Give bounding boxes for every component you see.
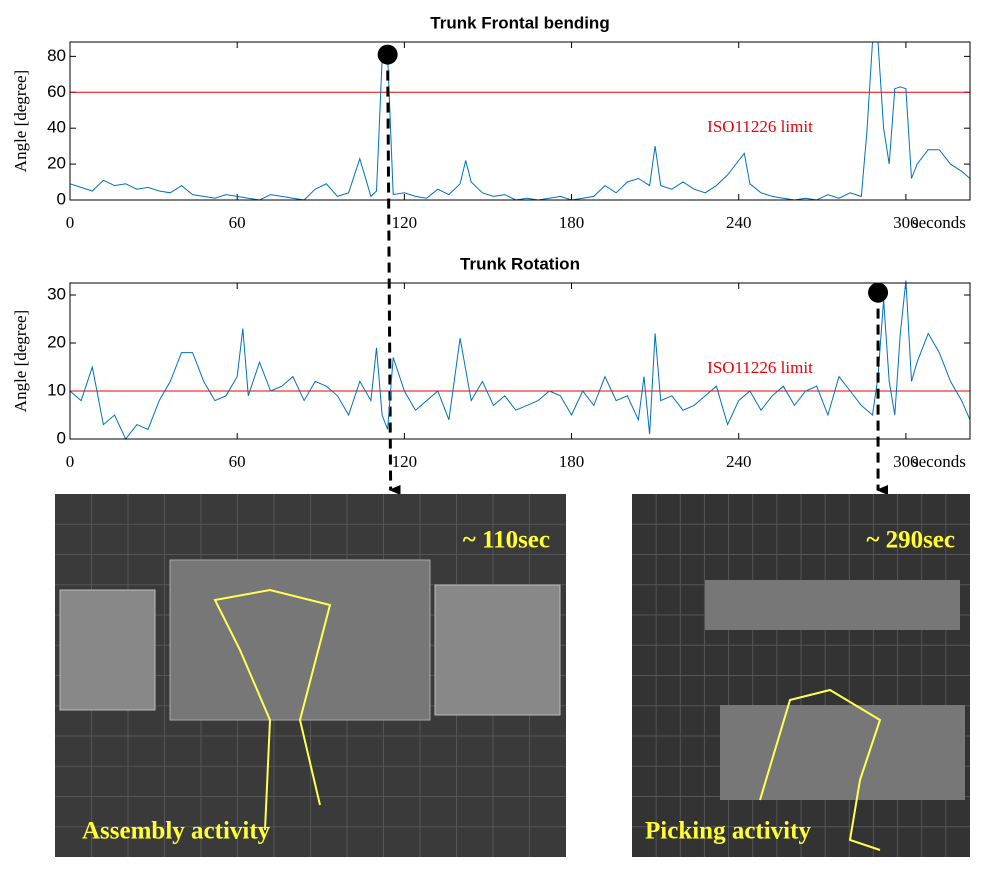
y-axis-label: Angle [degree] (11, 310, 30, 412)
x-tick-label: 120 (392, 452, 418, 471)
x-tick-label: 180 (559, 213, 585, 232)
skeleton (213, 588, 332, 831)
pointer-arrow (386, 54, 401, 495)
x-tick-label: 0 (66, 213, 75, 232)
y-tick-label: 80 (47, 46, 66, 65)
panels: ~ 110sec Assembly activity ~ 290sec Pick… (55, 494, 970, 857)
data-line (69, 41, 971, 201)
x-tick-label: 180 (559, 452, 585, 471)
panel-time: ~ 110sec (463, 527, 550, 554)
x-tick-label: 0 (66, 452, 75, 471)
y-tick-label: 40 (47, 118, 66, 137)
conveyor (59, 589, 156, 711)
y-tick-label: 0 (57, 428, 66, 447)
x-tick-label: 300 (893, 452, 919, 471)
x-tick-label: 300 (893, 213, 919, 232)
scene-decor (55, 494, 970, 857)
shelf (705, 580, 960, 630)
plot-frame (69, 282, 971, 440)
plot-frame (69, 41, 971, 201)
y-axis-label: Angle [degree] (11, 70, 30, 172)
y-tick-label: 10 (47, 380, 66, 399)
x-tick-label: 240 (726, 452, 752, 471)
y-tick-label: 20 (47, 332, 66, 351)
y-tick-label: 20 (47, 154, 66, 173)
conveyor (434, 584, 561, 716)
x-tick-label: 240 (726, 213, 752, 232)
y-tick-label: 0 (57, 189, 66, 208)
x-tick-label: 60 (229, 213, 246, 232)
y-tick-label: 60 (47, 82, 66, 101)
skeleton (759, 688, 882, 851)
x-axis-label: seconds (912, 452, 966, 471)
chart-title: Trunk Frontal bending (430, 13, 609, 32)
data-line (69, 280, 971, 440)
highlight-point (868, 282, 889, 303)
machine (169, 559, 431, 721)
y-tick-label: 30 (47, 284, 66, 303)
threshold-label: ISO11226 limit (707, 358, 813, 377)
highlight-point (377, 44, 398, 65)
threshold-label: ISO11226 limit (707, 117, 813, 136)
x-axis-label: seconds (912, 213, 966, 232)
panel-time: ~ 290sec (866, 527, 955, 554)
x-tick-label: 120 (392, 213, 418, 232)
panel-caption: Picking activity (645, 818, 811, 845)
x-tick-label: 60 (229, 452, 246, 471)
chart-title: Trunk Rotation (460, 254, 580, 273)
shelf (720, 705, 965, 800)
panel-caption: Assembly activity (82, 818, 271, 845)
